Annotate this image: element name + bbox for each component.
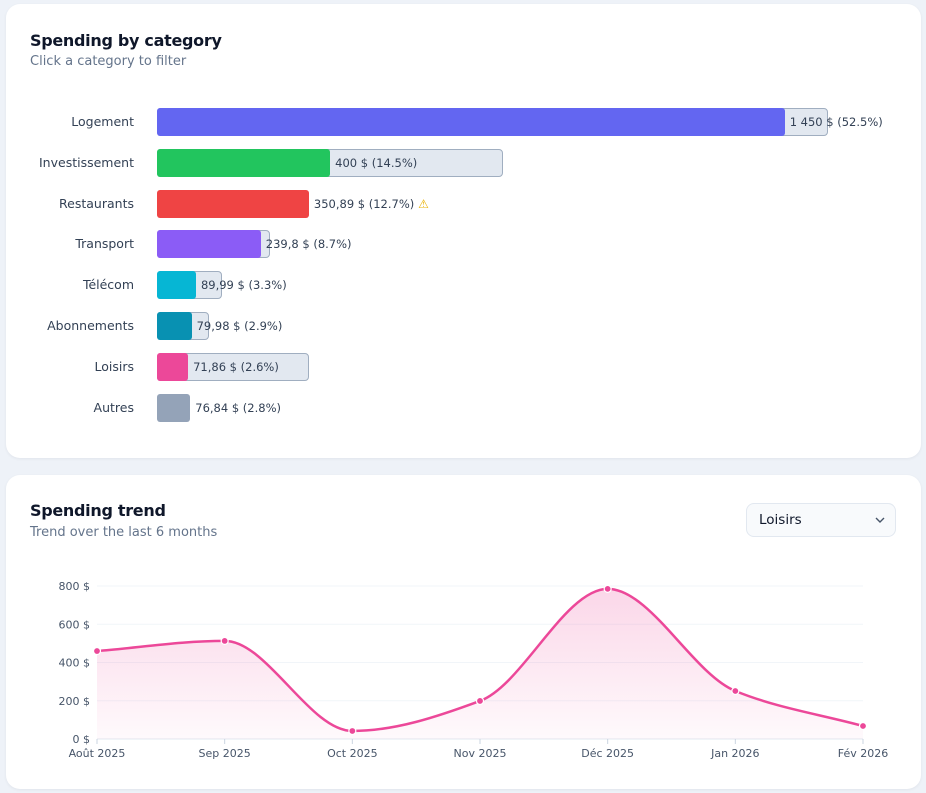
category-label: Abonnements: [47, 318, 134, 333]
card-title: Spending by category: [30, 31, 222, 50]
x-tick-label: Fév 2026: [838, 747, 889, 760]
x-tick-label: Nov 2025: [454, 747, 507, 760]
category-label: Télécom: [82, 277, 134, 293]
card-subtitle: Trend over the last 6 months: [30, 525, 218, 540]
spending-bar[interactable]: [157, 271, 196, 300]
category-row[interactable]: Restaurants 350,89 $ (12.7%) ⚠: [6, 189, 906, 218]
bar-value: 400 $ (14.5%): [335, 149, 417, 177]
card-subtitle: Click a category to filter: [30, 54, 187, 69]
card-title: Spending trend: [30, 501, 166, 520]
category-row[interactable]: Transport 239,8 $ (8.7%): [6, 230, 906, 259]
y-tick-label: 200 $: [59, 695, 91, 708]
data-point[interactable]: [220, 636, 229, 645]
spending-bar[interactable]: [157, 352, 189, 381]
y-tick-label: 800 $: [59, 580, 91, 593]
spending-trend-card: Spending trend Trend over the last 6 mon…: [6, 475, 921, 789]
warning-icon: ⚠: [414, 196, 429, 211]
x-tick-label: Jan 2026: [710, 747, 759, 760]
data-label: 239,8 $ (8.7%): [265, 237, 352, 252]
bar-value: 89,99 $ (3.3%): [201, 271, 287, 299]
spending-bar[interactable]: [157, 148, 331, 177]
category-row[interactable]: Investissement 400 $ (14.5%): [6, 148, 906, 177]
data-point[interactable]: [348, 726, 357, 736]
category-row[interactable]: Autres 76,84 $ (2.8%): [6, 393, 906, 422]
spending-bar[interactable]: [157, 393, 191, 422]
trend-area: [97, 588, 863, 739]
y-tick-label: 0 $: [73, 733, 91, 746]
data-label: 76,84 $ (2.8%): [195, 400, 281, 415]
bar-value: 71,86 $ (2.6%): [193, 353, 279, 381]
category-label: Logement: [71, 114, 134, 129]
data-point[interactable]: [731, 686, 740, 696]
x-tick-label: Oct 2025: [327, 747, 378, 760]
x-tick-label: Sep 2025: [199, 747, 251, 760]
spending-bar[interactable]: [157, 108, 785, 136]
x-tick-label: Déc 2025: [581, 747, 634, 760]
spending-by-category-card: Spending by category Click a category to…: [6, 4, 921, 458]
spending-bar[interactable]: [157, 230, 261, 259]
y-tick-label: 400 $: [59, 657, 91, 670]
category-label: Restaurants: [59, 195, 134, 211]
bar-value: 350,89 $ (12.7%) ⚠: [314, 190, 429, 218]
data-label: 79,98 $ (2.9%): [196, 319, 283, 333]
data-point[interactable]: [858, 721, 868, 731]
bar-value: 1 450 $ (52.5%): [790, 108, 883, 136]
spending-bar[interactable]: [157, 189, 309, 218]
data-point[interactable]: [92, 646, 102, 656]
bar-value: 239,8 $ (8.7%): [266, 230, 352, 258]
spending-bar[interactable]: [157, 312, 192, 340]
bar-value: 76,84 $ (2.8%): [195, 394, 281, 422]
data-label: 89,99 $ (3.3%): [200, 278, 287, 293]
data-label: 350,89 $ (12.7%): [313, 196, 415, 211]
category-row[interactable]: Logement 1 450 $ (52.5%): [6, 108, 906, 136]
chevron-down-icon: [875, 517, 885, 523]
category-label: Autres: [93, 399, 134, 415]
category-label: Loisirs: [94, 358, 134, 374]
category-select-value: Loisirs: [759, 512, 802, 528]
category-row[interactable]: Télécom 89,99 $ (3.3%): [6, 271, 906, 300]
data-label: 71,86 $ (2.6%): [193, 359, 279, 374]
data-point[interactable]: [603, 584, 612, 593]
data-point[interactable]: [475, 696, 485, 706]
data-label: 1 450 $ (52.5%): [789, 115, 883, 129]
x-tick-label: Août 2025: [69, 747, 126, 760]
category-row[interactable]: Abonnements 79,98 $ (2.9%): [6, 312, 906, 340]
trend-area-chart: 0 $ 200 $ 400 $ 600 $ 800 $ Août 2025 Sep 2025…: [59, 580, 889, 760]
category-row[interactable]: Loisirs 71,86 $ (2.6%): [6, 352, 906, 381]
category-label: Investissement: [39, 154, 134, 170]
bar-value: 79,98 $ (2.9%): [197, 312, 283, 340]
data-label: 400 $ (14.5%): [335, 155, 418, 170]
category-label: Transport: [75, 236, 134, 252]
y-tick-label: 600 $: [59, 618, 91, 631]
category-select[interactable]: Loisirs: [746, 503, 896, 537]
